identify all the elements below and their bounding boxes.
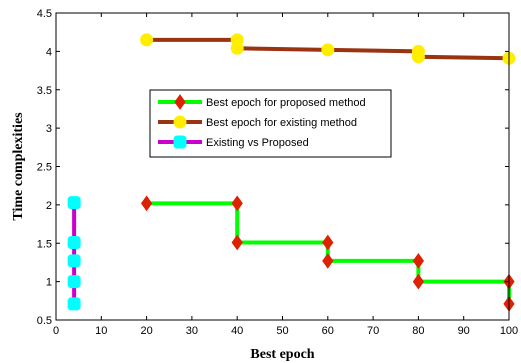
x-tick-label: 0 xyxy=(53,325,59,337)
data-point xyxy=(231,234,243,251)
data-point xyxy=(322,234,334,251)
x-tick-label: 40 xyxy=(231,325,243,337)
legend-swatch-marker xyxy=(173,115,187,129)
y-tick-label: 2.5 xyxy=(37,162,52,174)
data-point xyxy=(411,50,425,64)
data-point xyxy=(412,253,425,269)
x-tick-label: 70 xyxy=(367,325,379,337)
data-point xyxy=(321,43,335,57)
ticks-layer: 0 10 20 30 40 50 60 70 80 90 100 0.5 1 1.5 2 2.5 3 3.5 4 4.… xyxy=(37,8,518,337)
y-tick-label: 2 xyxy=(46,200,52,212)
legend-label: Existing vs Proposed xyxy=(206,137,309,149)
legend-entry: Existing vs Proposed xyxy=(158,135,309,149)
y-tick-label: 3 xyxy=(46,123,52,135)
x-axis-label: Best epoch xyxy=(250,347,314,362)
y-axis-label: Time complexities xyxy=(11,112,26,221)
data-point xyxy=(412,273,425,290)
x-tick-label: 20 xyxy=(140,325,152,337)
y-tick-label: 4 xyxy=(46,46,52,58)
y-tick-label: 0.5 xyxy=(37,315,52,327)
data-point xyxy=(67,254,81,268)
series-1 xyxy=(140,195,515,312)
data-point xyxy=(67,235,81,249)
x-tick-label: 100 xyxy=(500,325,518,337)
x-tick-label: 90 xyxy=(458,325,470,337)
series-layer xyxy=(67,33,516,312)
legend-entry: Best epoch for existing method xyxy=(158,115,357,129)
legend: Best epoch for proposed method Best epoch… xyxy=(149,89,392,158)
x-tick-label: 30 xyxy=(186,325,198,337)
legend-swatch-marker xyxy=(173,135,187,149)
y-tick-label: 1.5 xyxy=(37,238,52,250)
data-point xyxy=(140,195,153,212)
legend-label: Best epoch for proposed method xyxy=(206,97,366,109)
legend-swatch-marker xyxy=(174,94,186,110)
y-tick-label: 4.5 xyxy=(37,8,52,20)
legend-label: Best epoch for existing method xyxy=(206,117,357,129)
data-point xyxy=(140,33,154,47)
y-tick-label: 1 xyxy=(46,277,52,289)
x-tick-label: 50 xyxy=(276,325,288,337)
series-3 xyxy=(67,196,81,311)
series-2 xyxy=(140,33,516,65)
data-point xyxy=(230,41,244,55)
x-tick-label: 60 xyxy=(322,325,334,337)
data-point xyxy=(322,253,334,269)
data-point xyxy=(231,195,243,212)
data-point xyxy=(67,297,81,311)
x-tick-label: 80 xyxy=(412,325,424,337)
legend-entry: Best epoch for proposed method xyxy=(158,94,366,110)
y-tick-label: 3.5 xyxy=(37,85,52,97)
x-tick-label: 10 xyxy=(95,325,107,337)
data-point xyxy=(67,196,81,210)
data-point xyxy=(67,275,81,289)
